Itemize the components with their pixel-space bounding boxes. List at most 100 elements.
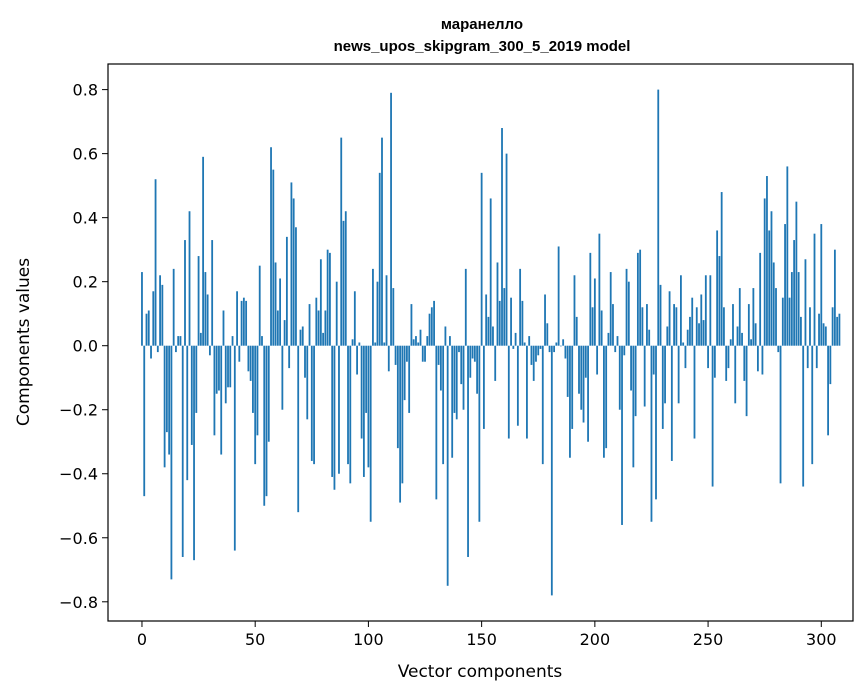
bar xyxy=(707,345,709,369)
bar xyxy=(578,345,580,394)
bar xyxy=(598,233,601,346)
x-tick-label: 300 xyxy=(806,630,837,649)
bar xyxy=(833,249,836,346)
bar xyxy=(670,345,673,461)
bar xyxy=(161,284,164,346)
bar xyxy=(752,288,755,346)
bar xyxy=(231,336,234,346)
bar xyxy=(713,345,716,378)
bar xyxy=(304,345,306,378)
bar xyxy=(747,304,750,346)
bar xyxy=(815,345,818,369)
bar xyxy=(557,246,560,346)
bar xyxy=(306,345,309,420)
bar xyxy=(285,236,288,346)
bar xyxy=(666,326,669,346)
bar xyxy=(188,211,191,346)
bar xyxy=(537,345,540,356)
chart-title: маранелло xyxy=(441,16,523,33)
bar xyxy=(224,345,227,404)
y-tick-label: −0.4 xyxy=(59,465,98,484)
bar xyxy=(824,326,827,346)
bar xyxy=(514,332,517,346)
bar xyxy=(252,345,254,413)
bar xyxy=(584,345,587,378)
bar xyxy=(172,268,175,346)
bar xyxy=(381,137,383,346)
bar xyxy=(455,345,458,420)
bar xyxy=(723,307,725,346)
bar xyxy=(775,288,777,346)
bar xyxy=(392,288,395,346)
bar xyxy=(732,304,734,346)
bar xyxy=(478,345,481,522)
bar xyxy=(718,256,721,346)
bar xyxy=(299,329,302,346)
bar xyxy=(340,137,343,346)
bar xyxy=(258,265,261,346)
bar xyxy=(573,275,576,346)
bar xyxy=(736,326,739,346)
x-tick-label: 100 xyxy=(353,630,384,649)
x-tick-label: 150 xyxy=(466,630,497,649)
bar xyxy=(238,345,241,362)
bar xyxy=(632,345,635,468)
bar xyxy=(186,345,189,481)
bar xyxy=(621,345,623,525)
bar xyxy=(811,345,814,465)
bar xyxy=(245,300,248,346)
bar xyxy=(385,275,388,346)
y-tick-label: −0.6 xyxy=(59,529,98,548)
bar xyxy=(836,316,839,346)
bar xyxy=(218,345,220,391)
bar xyxy=(797,272,800,346)
bar xyxy=(704,275,707,346)
bar xyxy=(648,329,651,346)
bar xyxy=(156,345,159,353)
y-tick-label: 0.6 xyxy=(73,145,98,164)
bar xyxy=(702,320,705,346)
bar xyxy=(206,294,209,346)
bar xyxy=(274,262,277,346)
bar xyxy=(512,345,515,349)
bar xyxy=(181,345,184,557)
bar xyxy=(249,345,252,381)
bar xyxy=(636,252,639,346)
bar xyxy=(145,313,148,346)
bar xyxy=(451,345,454,458)
bar xyxy=(675,307,678,346)
bar xyxy=(256,345,259,436)
bar xyxy=(322,332,325,346)
bar xyxy=(664,345,666,404)
bar xyxy=(270,147,272,346)
bar xyxy=(471,345,474,359)
bar xyxy=(333,345,336,490)
y-tick-label: −0.8 xyxy=(59,593,98,612)
bar xyxy=(652,345,655,375)
bar xyxy=(530,345,533,365)
bar xyxy=(412,339,415,346)
bar xyxy=(809,307,811,346)
bar xyxy=(387,345,390,372)
bar xyxy=(550,345,553,596)
bar xyxy=(562,339,565,346)
bar xyxy=(541,345,544,465)
bar xyxy=(768,230,771,346)
bar xyxy=(777,345,780,353)
bar xyxy=(627,281,630,346)
bar xyxy=(605,345,608,449)
bar xyxy=(741,332,743,346)
bar xyxy=(492,326,494,346)
bar xyxy=(464,268,467,346)
bar xyxy=(430,307,433,346)
bar xyxy=(310,345,313,461)
bar xyxy=(297,345,300,513)
bar xyxy=(401,345,404,484)
bar xyxy=(614,345,617,353)
bar xyxy=(539,345,542,349)
bar xyxy=(236,291,238,346)
bar xyxy=(351,339,354,346)
bar xyxy=(141,272,143,346)
bar xyxy=(184,240,186,346)
bar xyxy=(766,176,768,346)
